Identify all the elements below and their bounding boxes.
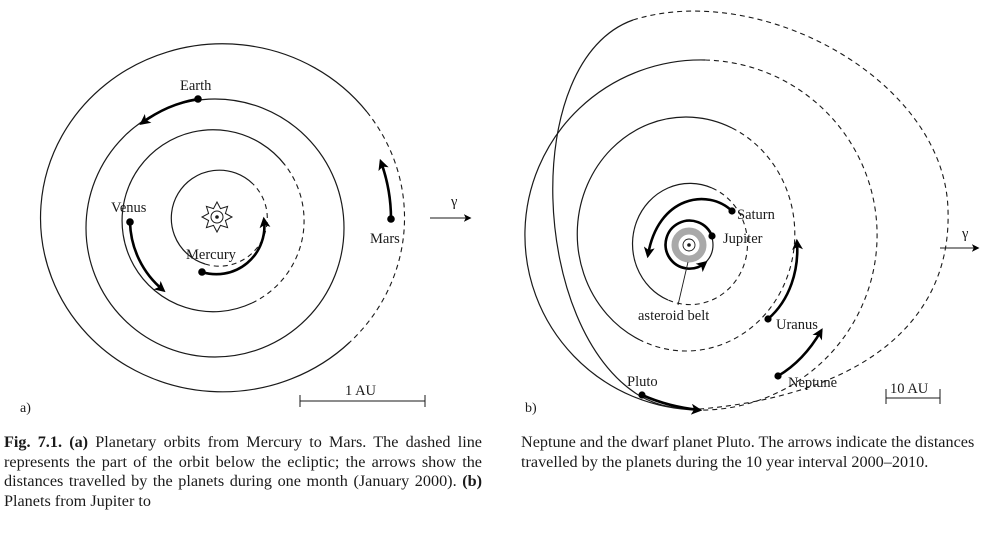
panel-a-label: a): [20, 401, 31, 416]
uranus-orbit-dashed: [639, 127, 796, 352]
mars-orbit-dashed: [349, 111, 406, 343]
uranus-motion-arrow: [766, 238, 803, 321]
vernal-equinox-symbol-a: γ: [450, 194, 458, 210]
neptune-dot: [774, 372, 782, 380]
pluto-motion-arrow: [640, 393, 703, 415]
venus-dot: [126, 218, 134, 226]
saturn-motion-arrow: [643, 197, 734, 259]
scale-bar-a: 1 AU: [299, 383, 426, 407]
earth-dot: [194, 95, 202, 103]
figure-caption-right: Neptune and the dwarf planet Pluto. The …: [521, 433, 991, 472]
caption-b-marker: (b): [462, 472, 482, 490]
venus-orbit-solid: [121, 129, 286, 313]
pluto-dot: [638, 391, 646, 399]
figure-7-1: Earth Venus Mercury Mars γ 1 AU a): [20, 10, 980, 416]
scale-bar-b: 10 AU: [885, 381, 941, 404]
caption-a-marker: (a): [69, 433, 89, 451]
venus-motion-arrow: [128, 220, 166, 293]
asteroid-belt-ring: [671, 227, 707, 263]
neptune-orbit-dashed: [696, 59, 878, 411]
panel-b: Saturn Jupiter Uranus Neptune Pluto aste…: [524, 10, 980, 416]
venus-label: Venus: [111, 200, 147, 216]
mercury-motion-arrow: [200, 216, 271, 276]
vernal-equinox-symbol-b: γ: [961, 226, 969, 242]
scale-label-b: 10 AU: [890, 381, 929, 397]
mercury-orbit-solid: [170, 169, 254, 265]
neptune-motion-arrow: [776, 328, 823, 378]
jupiter-label: Jupiter: [723, 231, 763, 247]
uranus-label: Uranus: [776, 317, 818, 333]
sun-icon-small: [682, 238, 696, 252]
uranus-orbit-solid: [576, 116, 733, 341]
jupiter-motion-arrow: [664, 219, 714, 273]
pluto-orbit-dashed: [632, 10, 949, 410]
asteroid-belt-leader: [677, 261, 689, 306]
asteroid-belt-label: asteroid belt: [638, 308, 709, 324]
figure-number: Fig. 7.1.: [4, 433, 62, 451]
saturn-orbit-dashed: [667, 187, 749, 306]
venus-orbit-dashed: [251, 164, 305, 304]
neptune-label: Neptune: [788, 375, 837, 391]
caption-right-text: Neptune and the dwarf planet Pluto. The …: [521, 433, 975, 471]
panel-b-label: b): [525, 401, 537, 416]
saturn-label: Saturn: [737, 207, 776, 223]
jupiter-dot: [708, 232, 716, 240]
neptune-orbit-solid: [524, 59, 706, 411]
caption-a-text: Planetary orbits from Mercury to Mars. T…: [4, 433, 482, 490]
earth-orbit: [85, 98, 345, 358]
mars-orbit-solid: [39, 43, 368, 393]
caption-b-text: Planets from Jupiter to: [4, 491, 152, 510]
pluto-orbit-solid: [552, 19, 701, 410]
sun-icon: [200, 200, 234, 234]
earth-label: Earth: [180, 78, 212, 94]
mars-label: Mars: [370, 231, 400, 247]
earth-motion-arrow: [139, 97, 200, 125]
panel-a: Earth Venus Mercury Mars γ 1 AU a): [20, 43, 472, 416]
pluto-label: Pluto: [627, 374, 658, 390]
mars-motion-arrow: [378, 158, 393, 221]
scale-label-a: 1 AU: [345, 383, 377, 399]
figure-caption-left: Fig. 7.1. (a) Planetary orbits from Merc…: [4, 433, 482, 511]
saturn-dot: [728, 207, 736, 215]
mercury-label: Mercury: [186, 247, 237, 263]
saturn-orbit-solid: [631, 182, 713, 301]
uranus-dot: [764, 315, 772, 323]
mars-dot: [387, 215, 395, 223]
mercury-dot: [198, 268, 206, 276]
